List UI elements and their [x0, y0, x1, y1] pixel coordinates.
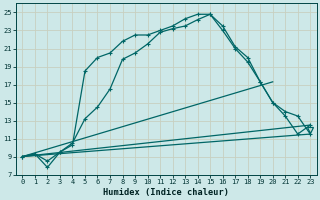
X-axis label: Humidex (Indice chaleur): Humidex (Indice chaleur)	[103, 188, 229, 197]
